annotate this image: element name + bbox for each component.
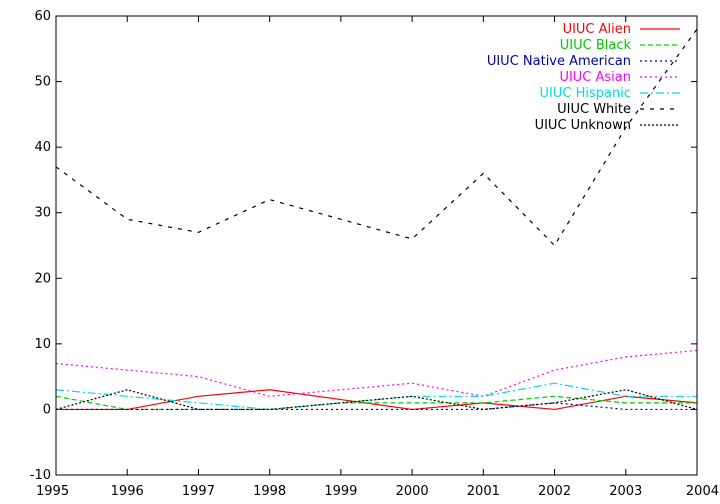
y-tick-label: 30 [34, 206, 51, 221]
x-tick-label: 2000 [396, 484, 429, 499]
y-tick-label: 0 [43, 402, 51, 417]
plot-frame [55, 15, 698, 476]
legend-label: UIUC Hispanic [540, 86, 631, 101]
y-tick-label: -10 [30, 468, 51, 483]
x-tick-label: 2003 [609, 484, 642, 499]
y-tick-label: 40 [34, 140, 51, 155]
legend-label: UIUC Native American [487, 54, 631, 69]
x-tick-label: 2001 [467, 484, 500, 499]
axis-ticks: -10 0 10 20 30 40 50 60 1995 1996 1997 1998 1999 2000… [30, 9, 719, 499]
y-tick-label: 20 [34, 271, 51, 286]
x-tick-label: 2004 [686, 484, 719, 499]
series-line-uiuc-white [55, 28, 698, 247]
legend-label: UIUC Unknown [535, 118, 631, 133]
series-line-uiuc-hispanic [55, 382, 697, 411]
series-line-uiuc-alien [56, 389, 698, 411]
legend-label: UIUC White [557, 102, 631, 117]
legend-label: UIUC Black [560, 38, 632, 53]
x-tick-label: 1996 [111, 484, 144, 499]
x-tick-label: 1995 [36, 484, 69, 499]
legend-label: UIUC Alien [563, 22, 631, 37]
x-tick-label: 1999 [324, 484, 357, 499]
legend-label: UIUC Asian [559, 70, 631, 85]
x-tick-label: 2002 [538, 484, 571, 499]
y-tick-label: 60 [34, 9, 51, 24]
x-tick-label: 1998 [253, 484, 286, 499]
series-lines [55, 28, 698, 411]
y-tick-label: 10 [34, 337, 51, 352]
series-line-uiuc-asian [55, 349, 698, 397]
x-tick-label: 1997 [182, 484, 215, 499]
y-tick-label: 50 [34, 75, 51, 90]
series-line-uiuc-native-american [56, 402, 697, 411]
